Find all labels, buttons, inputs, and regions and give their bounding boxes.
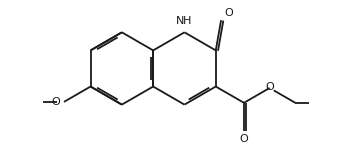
Text: O: O: [240, 134, 248, 144]
Text: O: O: [51, 97, 60, 107]
Text: N: N: [176, 16, 184, 26]
Text: H: H: [183, 16, 191, 26]
Text: O: O: [266, 82, 275, 92]
Text: O: O: [224, 8, 233, 18]
